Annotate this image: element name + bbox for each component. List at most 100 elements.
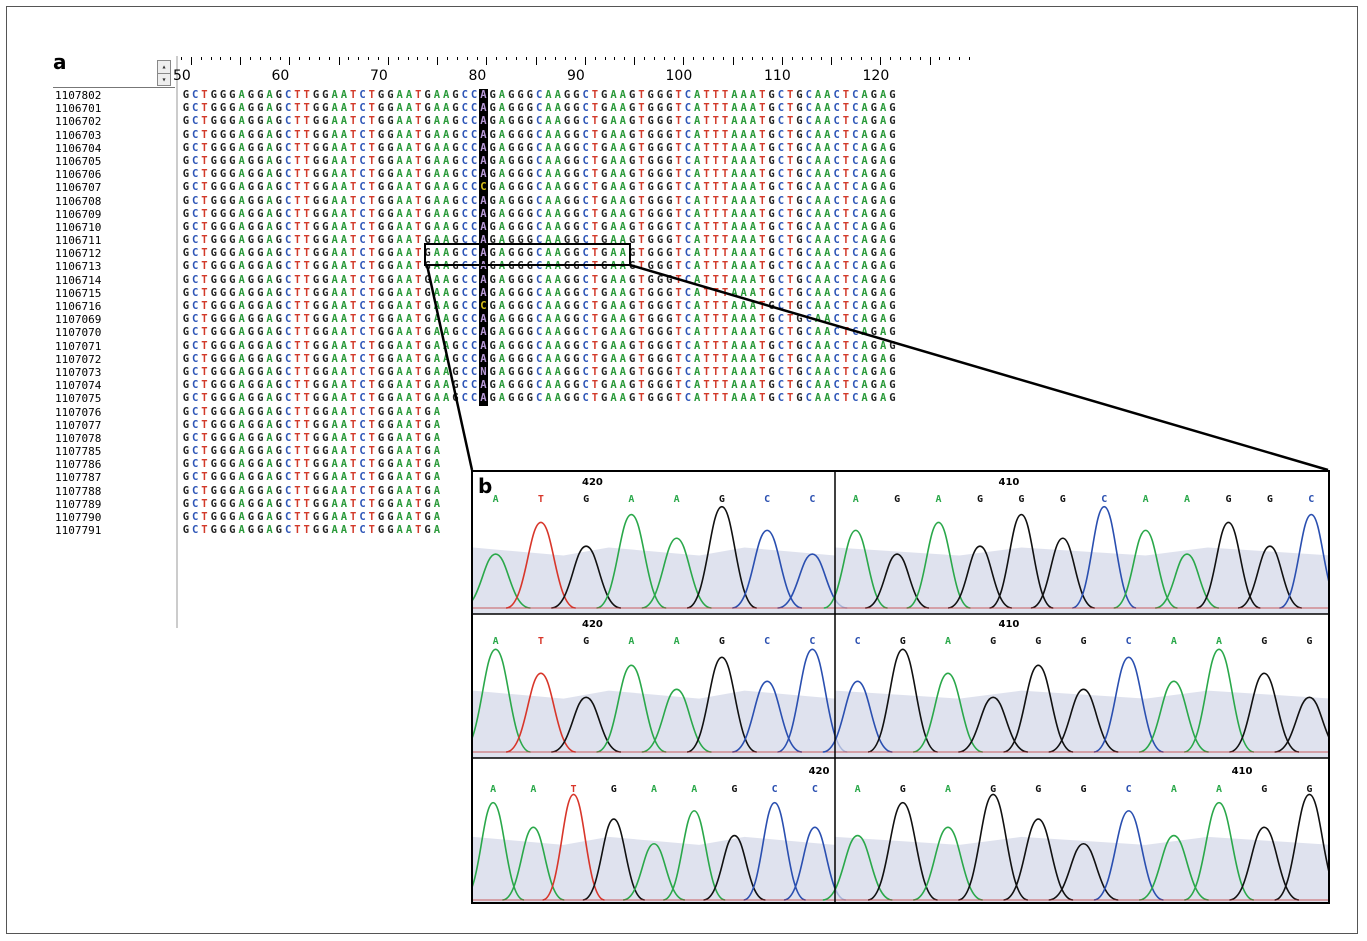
sequence-name[interactable]: 1107802 xyxy=(55,89,102,102)
sequence-name[interactable]: 1107787 xyxy=(55,471,102,485)
trace-peak xyxy=(505,521,576,609)
base-call-label: G xyxy=(1225,494,1231,505)
sequence-name[interactable]: 1107788 xyxy=(55,484,102,498)
trace-peak xyxy=(912,826,983,901)
sequence-name[interactable]: 1107785 xyxy=(55,445,102,459)
trace-position-label: 420 xyxy=(582,477,603,488)
spinner-up-icon[interactable]: ▴ xyxy=(158,61,170,74)
base-call-label: G xyxy=(1080,636,1086,647)
sequence-name[interactable]: 1106715 xyxy=(55,286,102,300)
sequence-name[interactable]: 1107790 xyxy=(55,511,102,524)
base-call-label: C xyxy=(764,636,770,647)
sequence-name[interactable]: 1106706 xyxy=(55,168,102,182)
ruler-tick xyxy=(653,57,655,60)
sequence-name[interactable]: 1106707 xyxy=(55,181,102,195)
trace-peak xyxy=(1048,842,1119,901)
sequence-name[interactable]: 1106704 xyxy=(55,141,102,155)
quality-shading xyxy=(835,836,1328,902)
ruler-tick xyxy=(496,57,498,60)
trace-peak xyxy=(1048,688,1119,753)
ruler-tick xyxy=(850,57,852,60)
row-scroll-spinner[interactable]: ▴ ▾ xyxy=(157,60,171,86)
sequence-name[interactable]: 1106708 xyxy=(55,194,102,208)
ruler-number: 50 xyxy=(173,68,191,84)
ruler-tick xyxy=(299,57,301,60)
ruler-tick xyxy=(969,57,970,60)
spinner-down-icon[interactable]: ▾ xyxy=(161,75,167,84)
sequence-name[interactable]: 1107786 xyxy=(55,458,102,472)
ruler-tick xyxy=(249,57,251,60)
trace-peak xyxy=(542,793,605,901)
sequence-name[interactable]: 1107070 xyxy=(55,326,102,340)
ruler-tick xyxy=(634,57,636,65)
sequence-name[interactable]: 1107072 xyxy=(55,352,102,366)
sequence-name[interactable]: 1107076 xyxy=(55,405,102,419)
sequence-name[interactable]: 1106701 xyxy=(55,102,102,116)
ruler-tick xyxy=(240,57,242,65)
sequence-name[interactable]: 1106712 xyxy=(55,247,102,261)
base-call-label: A xyxy=(1216,636,1222,647)
sequence-name[interactable]: 1107074 xyxy=(55,379,102,393)
base-call-label: C xyxy=(809,494,815,505)
trace-peak xyxy=(1113,529,1178,609)
base-call-label: A xyxy=(945,636,951,647)
ruler-tick xyxy=(900,57,902,60)
sequence-name[interactable]: 1107078 xyxy=(55,431,102,445)
sequence-name[interactable]: 1107077 xyxy=(55,418,102,432)
sequence-name[interactable]: 1106710 xyxy=(55,220,102,234)
sequence-name[interactable]: 1106709 xyxy=(55,207,102,221)
sequence-name[interactable]: 1107071 xyxy=(55,339,102,353)
sequence-name[interactable]: 1107075 xyxy=(55,392,102,406)
sequence-name[interactable]: 1107073 xyxy=(55,365,102,379)
sequence-name[interactable]: 1106703 xyxy=(55,128,102,142)
sequence-name[interactable]: 1106713 xyxy=(55,260,102,274)
ruler-tick xyxy=(762,57,764,60)
sequence-name[interactable]: 1106702 xyxy=(55,115,102,129)
sequence-name[interactable]: 1106705 xyxy=(55,154,102,168)
sequence-name[interactable]: 1106714 xyxy=(55,273,102,287)
sequence-name[interactable]: 1106716 xyxy=(55,300,102,313)
sequence-name[interactable]: 1107789 xyxy=(55,497,102,511)
trace-peak xyxy=(1279,513,1328,609)
trace-peak xyxy=(867,648,938,753)
ruler-tick xyxy=(200,57,202,60)
quality-shading xyxy=(473,690,835,758)
sequence-name[interactable]: 1106711 xyxy=(55,234,102,248)
sequence-name[interactable]: 1107069 xyxy=(55,313,102,327)
sequence-name[interactable]: 1107791 xyxy=(55,524,102,538)
